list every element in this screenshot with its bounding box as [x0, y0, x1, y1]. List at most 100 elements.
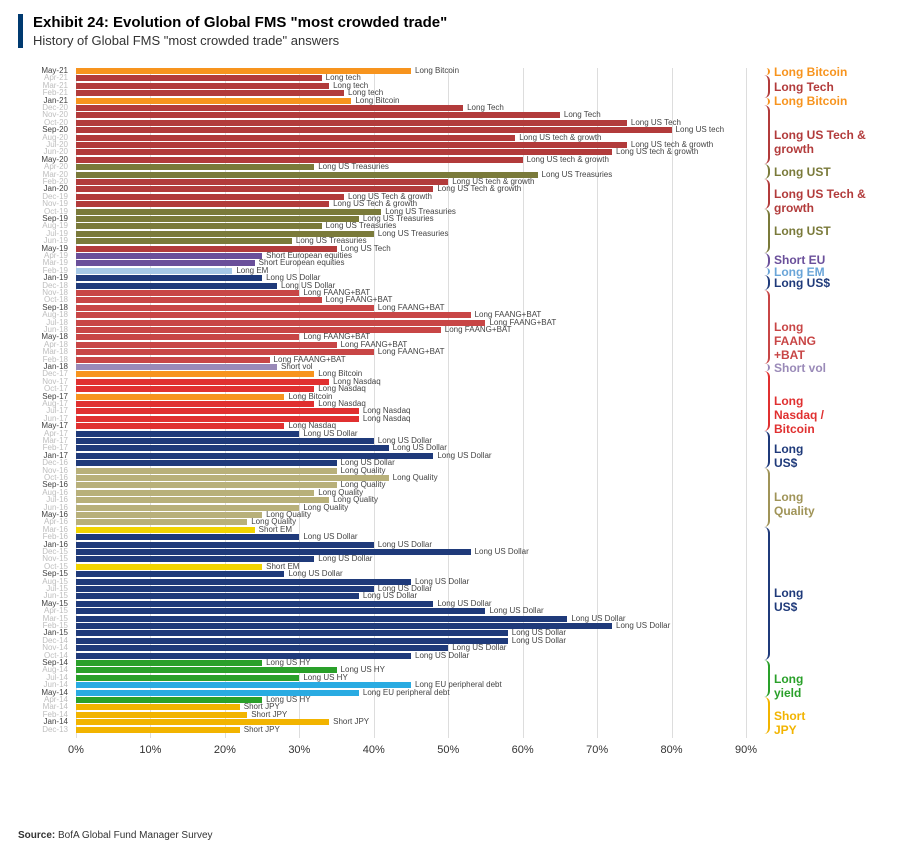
- x-tick-label: 60%: [512, 744, 534, 756]
- legend-brace: [758, 290, 770, 364]
- legend-brace: [758, 697, 770, 734]
- bar: [76, 223, 322, 229]
- bar: [76, 638, 508, 644]
- legend-label: LongQuality: [774, 490, 815, 518]
- legend-brace: [758, 253, 770, 268]
- bar-label: Long FAANG+BAT: [378, 348, 445, 356]
- bar: [76, 320, 485, 326]
- bar: [76, 608, 485, 614]
- bar-label: Long US Treasuries: [378, 230, 449, 238]
- bar: [76, 334, 299, 340]
- bar: [76, 645, 448, 651]
- bar-label: Long Bitcoin: [415, 67, 459, 75]
- bar: [76, 719, 329, 725]
- bar-label: Long US Treasuries: [318, 163, 389, 171]
- bar-label: Long FAANG+BAT: [445, 326, 512, 334]
- bar: [76, 275, 262, 281]
- bar: [76, 238, 292, 244]
- legend-label: Long US Tech & growth: [774, 128, 898, 156]
- x-tick-label: 70%: [586, 744, 608, 756]
- bar: [76, 283, 277, 289]
- bar-label: Long US Dollar: [303, 430, 357, 438]
- bar-label: Long US tech & growth: [527, 156, 609, 164]
- bar: [76, 364, 277, 370]
- legend-label: Longyield: [774, 672, 803, 700]
- bar: [76, 667, 337, 673]
- source-line: Source: BofA Global Fund Manager Survey: [18, 830, 213, 841]
- bar: [76, 534, 299, 540]
- bar: [76, 630, 508, 636]
- bar: [76, 268, 232, 274]
- bar: [76, 357, 270, 363]
- bar-label: Long US Dollar: [288, 570, 342, 578]
- bar-label: Long US Dollar: [437, 600, 491, 608]
- bar-label: Long US Treasuries: [542, 171, 613, 179]
- bar: [76, 527, 255, 533]
- bar-label: Long Nasdaq: [318, 400, 366, 408]
- x-tick-label: 50%: [437, 744, 459, 756]
- bar: [76, 179, 448, 185]
- bar-label: Long US Dollar: [363, 592, 417, 600]
- x-tick-label: 20%: [214, 744, 236, 756]
- bar: [76, 112, 560, 118]
- bar-label: Long Tech: [467, 104, 504, 112]
- bar-label: Long US Tech: [631, 119, 681, 127]
- bar-label: Long US tech & growth: [616, 148, 698, 156]
- bar: [76, 490, 314, 496]
- legend-brace: [758, 268, 770, 275]
- bar-label: Short EM: [259, 526, 292, 534]
- bar: [76, 394, 284, 400]
- bar-label: Long EM: [236, 267, 268, 275]
- legend-label: Long Bitcoin: [774, 65, 847, 79]
- x-tick-label: 80%: [661, 744, 683, 756]
- legend-label: Long Bitcoin: [774, 94, 847, 108]
- bar: [76, 660, 262, 666]
- bar: [76, 98, 351, 104]
- bar: [76, 194, 344, 200]
- bar: [76, 690, 359, 696]
- bar: [76, 253, 262, 259]
- legend-brace: [758, 275, 770, 290]
- bar: [76, 704, 240, 710]
- legend-label: LongUS$: [774, 442, 803, 470]
- bar: [76, 438, 374, 444]
- bar: [76, 157, 523, 163]
- bar: [76, 142, 627, 148]
- bar: [76, 601, 433, 607]
- bar: [76, 260, 255, 266]
- bar: [76, 675, 299, 681]
- bar: [76, 423, 284, 429]
- legend-brace: [758, 164, 770, 179]
- y-axis-label: Dec-13: [42, 726, 68, 734]
- legend-label: Long Tech: [774, 80, 834, 94]
- legend-brace: [758, 179, 770, 209]
- bar: [76, 445, 389, 451]
- bar: [76, 379, 329, 385]
- legend-brace: [758, 371, 770, 430]
- bar: [76, 682, 411, 688]
- legend-label: LongNasdaq /Bitcoin: [774, 394, 824, 436]
- grid-line: [597, 68, 598, 738]
- bar: [76, 120, 627, 126]
- bar-label: Long Quality: [341, 467, 386, 475]
- legend-brace: [758, 68, 770, 75]
- bar-label: Short JPY: [333, 718, 369, 726]
- legend-brace: [758, 364, 770, 371]
- bar: [76, 401, 314, 407]
- bar-label: Long US Dollar: [616, 622, 670, 630]
- bar-label: Long US Dollar: [489, 607, 543, 615]
- bar-label: Long US Dollar: [378, 541, 432, 549]
- bar: [76, 408, 359, 414]
- chart-area: May-21Apr-21Mar-21Feb-21Jan-21Dec-20Nov-…: [18, 68, 878, 788]
- bar: [76, 371, 314, 377]
- bar: [76, 209, 381, 215]
- bar: [76, 697, 262, 703]
- bar-label: Long US Dollar: [437, 452, 491, 460]
- bar: [76, 579, 411, 585]
- bar: [76, 90, 344, 96]
- x-tick-label: 40%: [363, 744, 385, 756]
- legend-label: Short vol: [774, 361, 826, 375]
- bar: [76, 297, 322, 303]
- bar-label: Long Bitcoin: [355, 97, 399, 105]
- bar: [76, 431, 299, 437]
